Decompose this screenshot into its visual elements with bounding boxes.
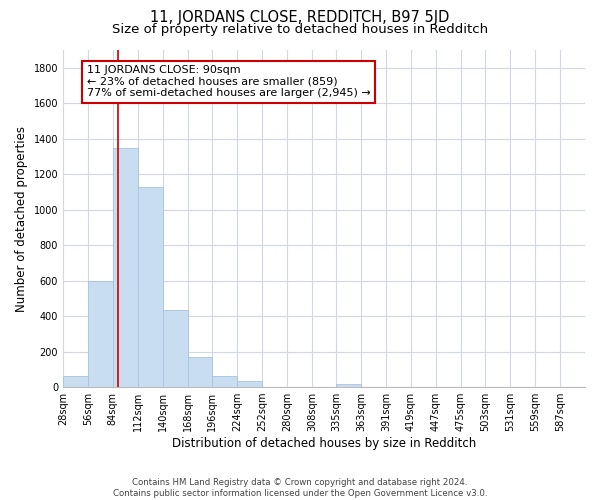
Bar — [163, 310, 188, 387]
X-axis label: Distribution of detached houses by size in Redditch: Distribution of detached houses by size … — [172, 437, 476, 450]
Text: Contains HM Land Registry data © Crown copyright and database right 2024.
Contai: Contains HM Land Registry data © Crown c… — [113, 478, 487, 498]
Y-axis label: Number of detached properties: Number of detached properties — [15, 126, 28, 312]
Bar — [113, 148, 138, 387]
Bar — [88, 280, 113, 387]
Bar — [138, 186, 163, 387]
Bar — [63, 376, 88, 387]
Text: Size of property relative to detached houses in Redditch: Size of property relative to detached ho… — [112, 22, 488, 36]
Bar — [238, 381, 262, 387]
Text: 11 JORDANS CLOSE: 90sqm
← 23% of detached houses are smaller (859)
77% of semi-d: 11 JORDANS CLOSE: 90sqm ← 23% of detache… — [86, 65, 370, 98]
Bar — [212, 376, 238, 387]
Bar — [336, 384, 361, 387]
Bar — [188, 357, 212, 387]
Text: 11, JORDANS CLOSE, REDDITCH, B97 5JD: 11, JORDANS CLOSE, REDDITCH, B97 5JD — [151, 10, 449, 25]
